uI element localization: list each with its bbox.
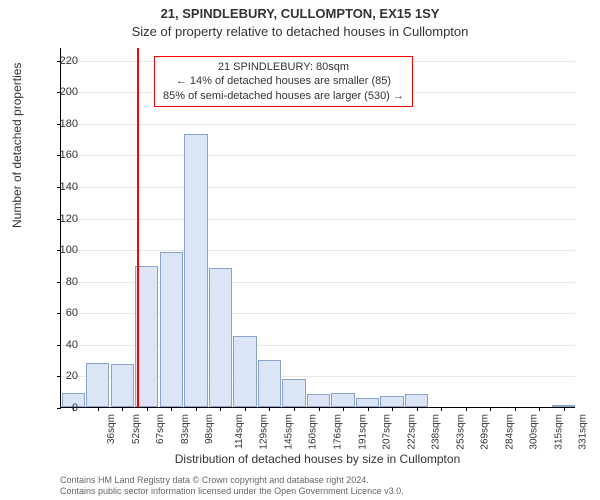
x-tick-label: 315sqm xyxy=(553,414,564,450)
x-tick-mark xyxy=(441,407,442,411)
x-tick-mark xyxy=(490,407,491,411)
x-tick-label: 269sqm xyxy=(480,414,491,450)
x-tick-label: 284sqm xyxy=(504,414,515,450)
histogram-bar xyxy=(405,394,428,407)
histogram-bar xyxy=(184,134,207,407)
y-tick-mark xyxy=(57,345,61,346)
y-tick-label: 140 xyxy=(60,181,78,193)
x-tick-label: 238sqm xyxy=(431,414,442,450)
chart-subtitle: Size of property relative to detached ho… xyxy=(0,24,600,39)
x-tick-label: 83sqm xyxy=(180,414,191,444)
histogram-bar xyxy=(282,379,305,407)
histogram-bar xyxy=(307,394,330,407)
y-tick-mark xyxy=(57,313,61,314)
x-tick-label: 207sqm xyxy=(382,414,393,450)
x-tick-label: 114sqm xyxy=(234,414,245,449)
x-tick-label: 331sqm xyxy=(578,414,589,450)
x-tick-mark xyxy=(515,407,516,411)
y-tick-label: 20 xyxy=(66,370,78,382)
x-tick-mark xyxy=(196,407,197,411)
y-tick-mark xyxy=(57,408,61,409)
footer-line-2: Contains public sector information licen… xyxy=(60,486,404,497)
histogram-bar xyxy=(380,396,403,407)
x-tick-label: 253sqm xyxy=(455,414,466,450)
y-tick-label: 0 xyxy=(72,402,78,414)
y-axis-label: Number of detached properties xyxy=(10,63,24,228)
y-tick-label: 200 xyxy=(60,86,78,98)
x-tick-mark xyxy=(564,407,565,411)
y-tick-mark xyxy=(57,376,61,377)
reference-line xyxy=(137,48,139,407)
x-tick-mark xyxy=(417,407,418,411)
y-tick-label: 100 xyxy=(60,244,78,256)
histogram-bar xyxy=(356,398,379,407)
x-tick-label: 176sqm xyxy=(333,414,344,450)
y-tick-mark xyxy=(57,282,61,283)
histogram-bar xyxy=(209,268,232,407)
y-tick-label: 160 xyxy=(60,149,78,161)
histogram-bar xyxy=(160,252,183,407)
x-tick-mark xyxy=(319,407,320,411)
x-tick-label: 52sqm xyxy=(131,414,142,444)
histogram-bar xyxy=(111,364,134,407)
x-tick-label: 67sqm xyxy=(155,414,166,444)
histogram-bar xyxy=(331,393,354,407)
x-tick-label: 129sqm xyxy=(259,414,270,450)
y-tick-label: 220 xyxy=(60,55,78,67)
x-tick-mark xyxy=(245,407,246,411)
x-tick-label: 145sqm xyxy=(284,414,295,450)
y-tick-label: 40 xyxy=(66,339,78,351)
x-axis-label: Distribution of detached houses by size … xyxy=(60,452,575,466)
y-tick-label: 80 xyxy=(66,276,78,288)
histogram-bar xyxy=(233,336,256,407)
histogram-bar xyxy=(86,363,109,407)
annotation-box: 21 SPINDLEBURY: 80sqm ← 14% of detached … xyxy=(154,56,413,107)
x-tick-mark xyxy=(294,407,295,411)
x-tick-label: 98sqm xyxy=(204,414,215,444)
footer-line-1: Contains HM Land Registry data © Crown c… xyxy=(60,475,404,486)
x-tick-mark xyxy=(220,407,221,411)
x-tick-mark xyxy=(343,407,344,411)
y-tick-label: 60 xyxy=(66,307,78,319)
chart-title-address: 21, SPINDLEBURY, CULLOMPTON, EX15 1SY xyxy=(0,6,600,21)
x-tick-mark xyxy=(539,407,540,411)
x-tick-label: 160sqm xyxy=(308,414,319,450)
x-tick-mark xyxy=(466,407,467,411)
chart-container: 21, SPINDLEBURY, CULLOMPTON, EX15 1SY Si… xyxy=(0,0,600,500)
x-tick-label: 300sqm xyxy=(529,414,540,450)
x-tick-label: 191sqm xyxy=(357,414,368,450)
y-tick-label: 120 xyxy=(60,213,78,225)
x-tick-mark xyxy=(368,407,369,411)
histogram-bar xyxy=(258,360,281,407)
x-tick-label: 36sqm xyxy=(106,414,117,444)
x-tick-mark xyxy=(392,407,393,411)
x-tick-mark xyxy=(98,407,99,411)
x-tick-mark xyxy=(122,407,123,411)
annotation-line-2: ← 14% of detached houses are smaller (85… xyxy=(163,74,404,88)
annotation-line-1: 21 SPINDLEBURY: 80sqm xyxy=(163,60,404,74)
y-tick-label: 180 xyxy=(60,118,78,130)
x-tick-label: 222sqm xyxy=(406,414,417,450)
footer-attribution: Contains HM Land Registry data © Crown c… xyxy=(60,475,404,497)
x-tick-mark xyxy=(171,407,172,411)
annotation-line-3: 85% of semi-detached houses are larger (… xyxy=(163,89,404,103)
x-tick-mark xyxy=(147,407,148,411)
plot-area: 21 SPINDLEBURY: 80sqm ← 14% of detached … xyxy=(60,48,575,408)
x-tick-mark xyxy=(269,407,270,411)
